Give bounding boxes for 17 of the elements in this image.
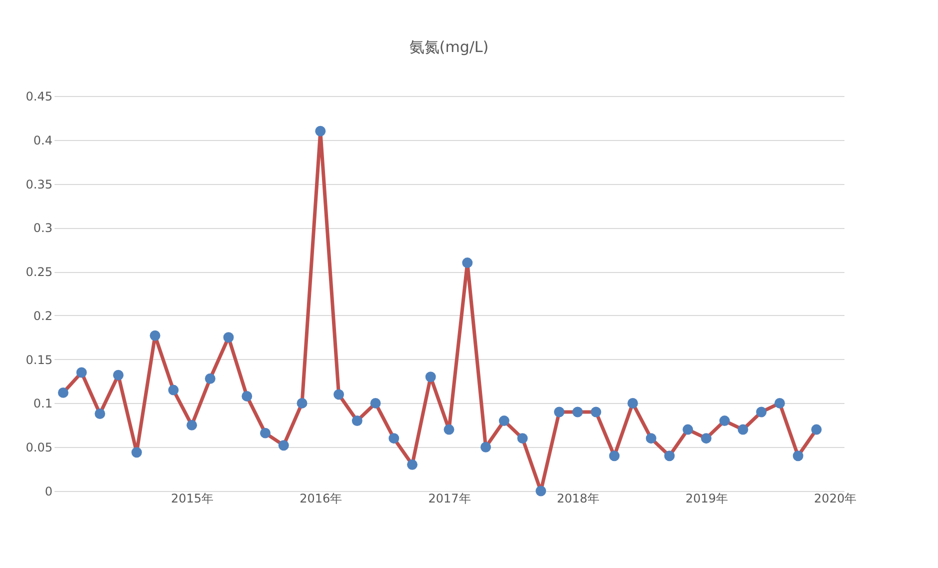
x-tick-label: 2016年 — [300, 492, 342, 506]
y-tick-label: 0.35 — [26, 177, 52, 192]
y-tick-label: 0 — [44, 484, 52, 498]
x-tick-label: 2018年 — [556, 492, 600, 506]
y-tick-label: 0.25 — [26, 265, 52, 280]
y-tick-label: 0.3 — [33, 221, 52, 236]
y-tick-label: 0.05 — [26, 440, 52, 455]
x-tick-label: 2017年 — [428, 492, 471, 506]
x-tick-label: 2020年 — [814, 492, 857, 506]
y-tick-label: 0.4 — [33, 133, 52, 148]
y-tick-label: 0.15 — [26, 352, 52, 367]
chart-title: 氨氮(mg/L) — [409, 38, 489, 56]
x-tick-label: 2019年 — [685, 492, 728, 506]
y-tick-label: 0.2 — [33, 308, 52, 323]
y-tick-label: 0.45 — [26, 90, 52, 104]
y-tick-label: 0.1 — [33, 396, 52, 411]
x-tick-label: 2015年 — [171, 492, 214, 506]
